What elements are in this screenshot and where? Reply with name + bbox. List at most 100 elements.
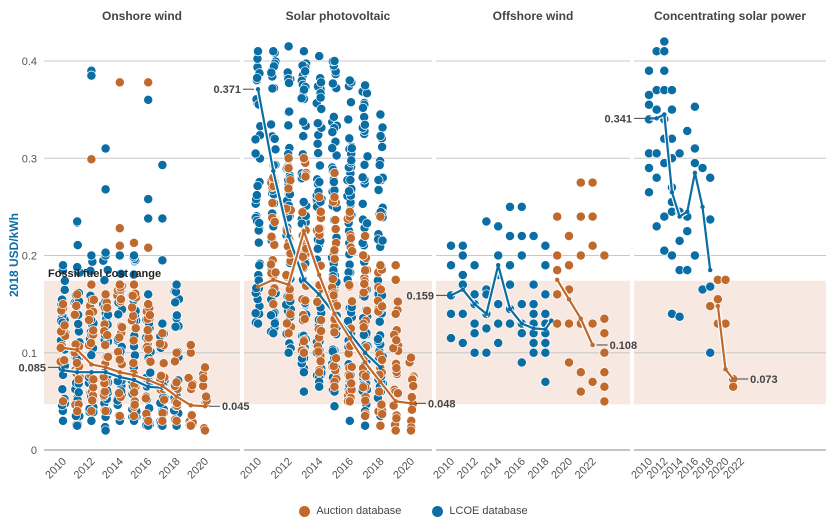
lcoe-point [143, 94, 154, 105]
x-tick-label: 2016 [129, 456, 155, 482]
lcoe-point [469, 260, 480, 271]
auction-point [140, 393, 151, 404]
lcoe-point [327, 143, 338, 154]
lcoe-point [689, 143, 700, 154]
legend-label-lcoe: LCOE database [449, 505, 528, 517]
lcoe-point [113, 309, 124, 320]
lcoe-point [300, 66, 311, 77]
auction-trend-line-marker [408, 401, 414, 406]
auction-trend-line-marker [332, 311, 337, 317]
lcoe-point [644, 163, 654, 173]
auction-point [297, 207, 308, 218]
lcoe-point [329, 401, 340, 412]
y-tick-label-3: 0.3 [22, 153, 37, 165]
lcoe-trend-line-marker [255, 87, 261, 92]
lcoe-point [674, 311, 685, 322]
lcoe-point [298, 197, 309, 207]
auction-point [159, 394, 170, 405]
lcoe-point [344, 415, 355, 426]
annotation-label: 0.045 [222, 401, 250, 413]
lcoe-point [516, 357, 527, 368]
auction-point [375, 211, 386, 222]
auction-point [312, 296, 323, 307]
auction-point [329, 192, 340, 203]
auction-point [391, 363, 402, 374]
auction-point [114, 332, 125, 343]
auction-point [100, 289, 111, 300]
auction-point [103, 351, 114, 362]
auction-point [360, 411, 371, 421]
annotation-label: 0.108 [610, 340, 638, 352]
lcoe-point [651, 172, 662, 183]
auction-point [88, 325, 99, 336]
x-tick-label: 2010 [43, 456, 69, 482]
lcoe-trend-line-marker [131, 377, 137, 383]
auction-trend-line-marker [286, 282, 291, 287]
lcoe-point [99, 275, 110, 286]
auction-point [375, 420, 386, 431]
lcoe-point [457, 308, 468, 319]
lcoe-point [283, 347, 294, 358]
lcoe-point [269, 318, 280, 329]
lcoe-point [697, 163, 708, 173]
auction-point [329, 167, 340, 178]
lcoe-point [86, 415, 97, 426]
lcoe-point [362, 218, 373, 229]
lcoe-point [252, 181, 263, 191]
lcoe-point [298, 46, 309, 57]
auction-point [129, 399, 140, 410]
auction-point [129, 411, 139, 421]
lcoe-point [674, 148, 685, 159]
auction-point [358, 382, 369, 393]
auction-trend-line-marker [271, 277, 276, 283]
auction-point [374, 386, 385, 397]
lcoe-point [315, 92, 326, 103]
auction-point [406, 352, 416, 363]
lcoe-point [644, 99, 654, 110]
auction-point [599, 396, 610, 407]
lcoe-point [540, 308, 551, 319]
lcoe-trend-line-halo [649, 111, 713, 271]
lcoe-trend-line-marker [362, 350, 368, 355]
auction-point [587, 240, 598, 251]
auction-trend-line-marker [255, 284, 261, 289]
lcoe-point [493, 318, 504, 329]
lcoe-point [314, 381, 325, 392]
lcoe-point [253, 318, 263, 329]
auction-trend-line-marker [117, 370, 123, 375]
lcoe-point [100, 184, 111, 195]
lcoe-point [359, 159, 370, 170]
lcoe-trend-line-marker [271, 168, 276, 174]
lcoe-point [346, 143, 357, 154]
auction-point [145, 356, 156, 367]
lcoe-point [328, 177, 339, 187]
auction-point [88, 294, 99, 305]
lcoe-point [540, 240, 551, 251]
auction-point [298, 153, 309, 164]
auction-point [298, 347, 309, 358]
lcoe-point [100, 143, 111, 154]
lcoe-point [360, 80, 371, 91]
auction-point [266, 259, 276, 270]
lcoe-point [72, 262, 83, 273]
lcoe-point [505, 231, 515, 241]
annotation-label: 0.048 [428, 398, 456, 410]
x-tick-label: 2022 [573, 456, 599, 482]
lcoe-point [457, 240, 468, 251]
auction-point [270, 267, 281, 278]
lcoe-point [359, 119, 370, 130]
auction-point [587, 318, 598, 329]
auction-point [377, 354, 387, 365]
lcoe-point [250, 134, 261, 145]
lcoe-point [469, 347, 480, 358]
lcoe-point [457, 250, 468, 261]
auction-point [390, 260, 401, 271]
lcoe-trend-line-marker [378, 365, 383, 370]
lcoe-point [375, 131, 386, 141]
lcoe-point [253, 46, 263, 57]
lcoe-point [329, 56, 340, 66]
y-tick-label-2: 0.2 [22, 251, 37, 263]
panel-title-4: Concentrating solar power [654, 9, 806, 23]
auction-point [329, 253, 340, 264]
lcoe-point [128, 269, 139, 280]
